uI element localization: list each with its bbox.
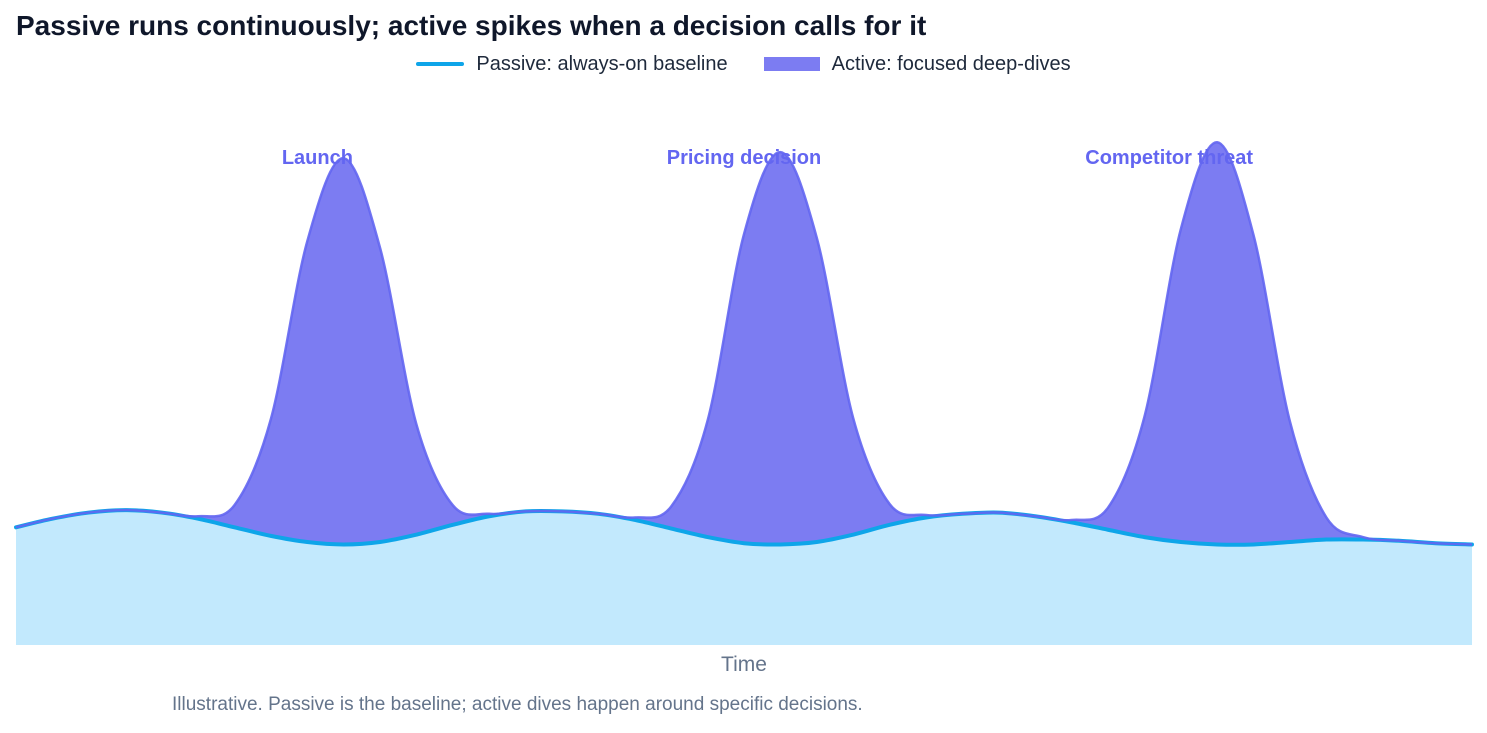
legend-swatch-passive <box>416 62 465 66</box>
legend-item-active: Active: focused deep-dives <box>763 52 1071 76</box>
legend-swatch-active <box>763 57 820 71</box>
chart-title: Passive runs continuously; active spikes… <box>16 10 927 41</box>
annotation-label-1: Pricing decision <box>667 147 821 169</box>
chart-legend: Passive: always-on baseline Active: focu… <box>0 50 1487 78</box>
x-axis-label: Time <box>721 653 767 676</box>
legend-label-passive: Passive: always-on baseline <box>476 52 728 75</box>
active-area <box>16 142 1472 545</box>
annotation-label-2: Competitor threat <box>1085 147 1253 169</box>
annotation-label-0: Launch <box>282 147 353 169</box>
active-outline <box>15 141 1473 546</box>
chart-footnote: Illustrative. Passive is the baseline; a… <box>172 694 863 715</box>
passive-line <box>14 508 1474 547</box>
legend-label-active: Active: focused deep-dives <box>831 52 1071 75</box>
legend-item-passive: Passive: always-on baseline <box>416 52 728 76</box>
